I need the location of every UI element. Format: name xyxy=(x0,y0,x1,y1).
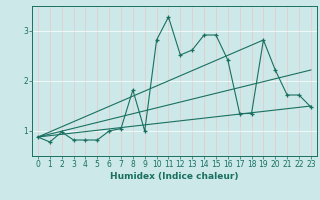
X-axis label: Humidex (Indice chaleur): Humidex (Indice chaleur) xyxy=(110,172,239,181)
